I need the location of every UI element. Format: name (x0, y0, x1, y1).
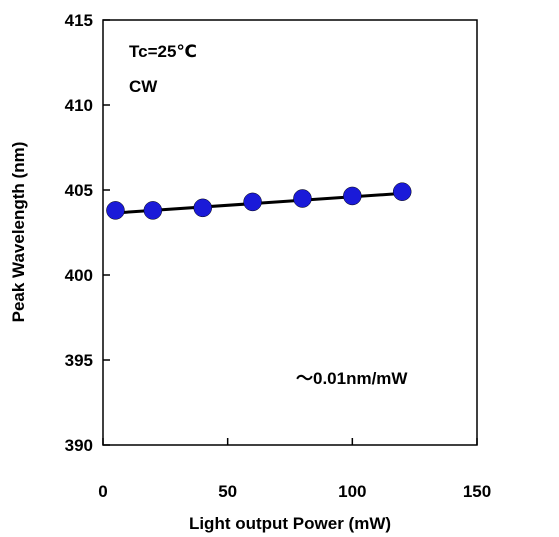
y-tick-label: 410 (65, 96, 93, 115)
y-tick-label: 415 (65, 11, 93, 30)
x-tick-label: 0 (98, 482, 107, 501)
data-point (392, 182, 412, 201)
y-tick-label: 395 (65, 351, 93, 370)
data-point (193, 198, 212, 218)
data-point (106, 201, 125, 220)
data-point (343, 186, 362, 206)
data-points (106, 182, 412, 220)
x-axis-label: Light output Power (mW) (189, 514, 391, 533)
slope-annotation: ～0.01nm/mW (296, 369, 408, 388)
y-tick-label: 405 (65, 181, 93, 200)
axis-ticks (102, 19, 478, 446)
y-axis-label: Peak Wavelength (nm) (9, 142, 28, 323)
data-point (243, 192, 262, 212)
x-tick-label: 100 (338, 482, 366, 501)
y-tick-label: 400 (65, 266, 93, 285)
condition-temp-label: Tc=25℃ (129, 42, 197, 61)
data-point (293, 189, 312, 208)
y-tick-label: 390 (65, 436, 93, 455)
axis-tick-labels: 390 395 400 405 410 415 0 50 100 150 (65, 11, 492, 501)
plot-area (102, 19, 478, 446)
x-tick-label: 50 (218, 482, 237, 501)
condition-mode-label: CW (129, 77, 158, 96)
x-tick-label: 150 (463, 482, 491, 501)
data-point (143, 201, 163, 220)
